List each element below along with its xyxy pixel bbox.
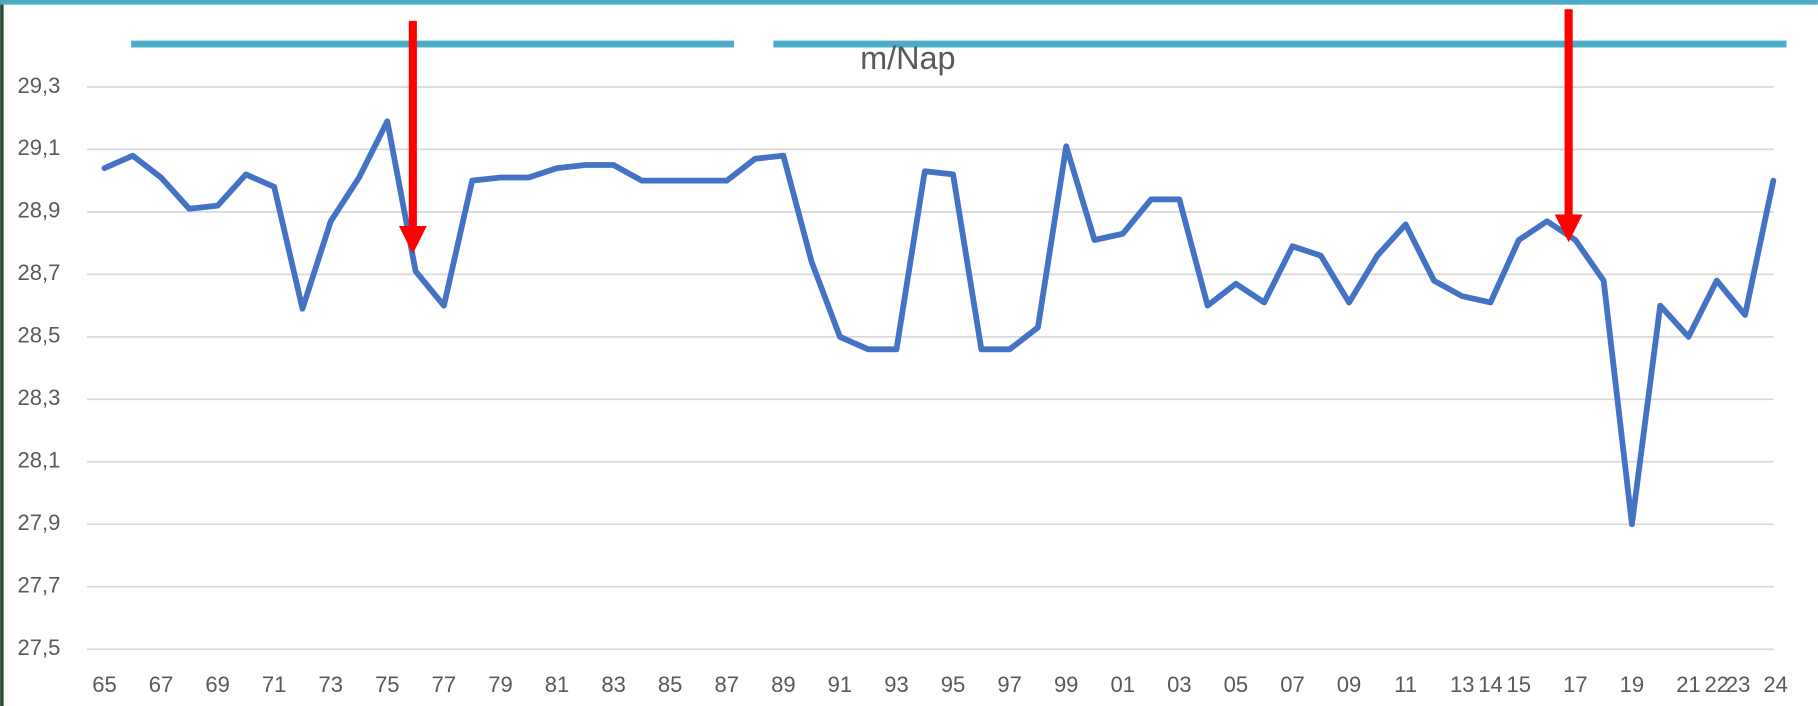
x-tick-label: 21 xyxy=(1676,672,1701,697)
x-tick-label: 97 xyxy=(997,672,1022,697)
y-tick-label: 28,9 xyxy=(18,198,61,223)
x-tick-label: 11 xyxy=(1394,672,1417,697)
y-tick-label: 29,1 xyxy=(18,135,61,160)
arrow xyxy=(398,20,427,254)
left-border xyxy=(0,0,4,706)
x-tick-label: 77 xyxy=(432,672,457,697)
y-tick-label: 27,9 xyxy=(18,510,61,535)
x-tick-label: 73 xyxy=(319,672,343,697)
x-tick-label: 91 xyxy=(828,672,853,697)
x-tick-label: 05 xyxy=(1224,672,1249,697)
x-tick-label: 85 xyxy=(658,672,683,697)
x-tick-label: 17 xyxy=(1563,672,1588,697)
line-series xyxy=(101,118,1777,528)
y-tick-label: 29,3 xyxy=(18,73,61,98)
x-tick-label: 01 xyxy=(1111,672,1136,697)
arrow xyxy=(1554,9,1583,243)
x-tick-label: 09 xyxy=(1337,672,1362,697)
x-tick-label: 87 xyxy=(715,672,740,697)
x-tick-label: 69 xyxy=(205,672,230,697)
y-tick-label: 28,5 xyxy=(18,323,61,348)
x-tick-label: 22 xyxy=(1705,672,1730,697)
x-tick-label: 19 xyxy=(1620,672,1645,697)
plot-area: 27,5 27,7 27,9 28,1 28,3 28,5 28,7 28,9 29,1 29,3… xyxy=(18,73,1788,697)
y-tick-label: 28,3 xyxy=(18,385,61,410)
x-tick-label: 79 xyxy=(488,672,513,697)
x-tick-label: 65 xyxy=(92,672,117,697)
x-tick-label: 93 xyxy=(884,672,909,697)
y-tick-label: 28,1 xyxy=(18,448,61,473)
x-tick-label: 14 xyxy=(1478,672,1503,697)
x-tick-label: 71 xyxy=(262,672,287,697)
x-tick-label: 23 xyxy=(1726,672,1751,697)
x-tick-label: 24 xyxy=(1763,672,1788,697)
x-tick-label: 03 xyxy=(1167,672,1192,697)
x-tick-label: 99 xyxy=(1054,672,1079,697)
x-tick-label: 89 xyxy=(771,672,796,697)
chart-title: m/Nap xyxy=(860,40,956,76)
x-tick-label: 15 xyxy=(1507,672,1532,697)
x-tick-label: 13 xyxy=(1450,672,1475,697)
y-tick-label: 27,7 xyxy=(18,573,61,598)
x-tick-label: 95 xyxy=(941,672,966,697)
x-tick-label: 07 xyxy=(1280,672,1305,697)
y-tick-label: 27,5 xyxy=(18,635,61,660)
x-tick-label: 81 xyxy=(545,672,570,697)
top-border xyxy=(0,0,1818,5)
y-tick-label: 28,7 xyxy=(18,260,61,285)
x-tick-label: 67 xyxy=(149,672,173,697)
x-tick-label: 75 xyxy=(375,672,400,697)
x-tick-label: 83 xyxy=(601,672,626,697)
